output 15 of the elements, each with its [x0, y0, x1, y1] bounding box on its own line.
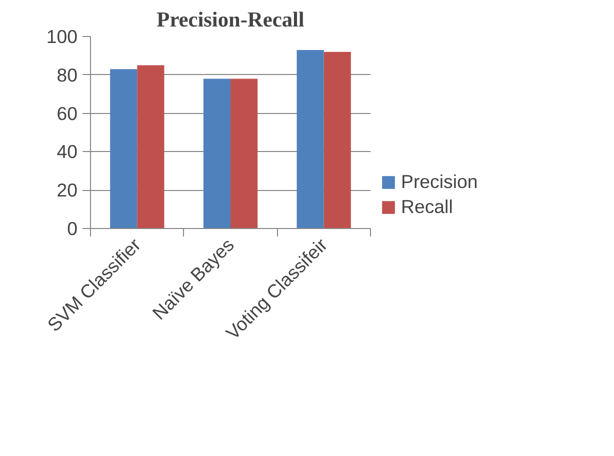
- y-tick-label: 100: [46, 26, 78, 47]
- y-tick-label: 20: [56, 180, 78, 201]
- bar: [137, 65, 164, 228]
- bar: [110, 69, 138, 228]
- legend-label: Precision: [401, 171, 478, 193]
- y-tick-label: 80: [56, 64, 78, 86]
- y-tick-label: 0: [67, 218, 78, 239]
- y-tick-label: 40: [56, 141, 78, 162]
- chart-title: Precision-Recall: [156, 8, 304, 32]
- bar: [230, 78, 258, 228]
- bar: [324, 52, 351, 228]
- bar: [296, 50, 324, 228]
- y-tick-label: 60: [56, 102, 78, 124]
- legend-label: Recall: [401, 196, 453, 218]
- bar: [203, 78, 230, 228]
